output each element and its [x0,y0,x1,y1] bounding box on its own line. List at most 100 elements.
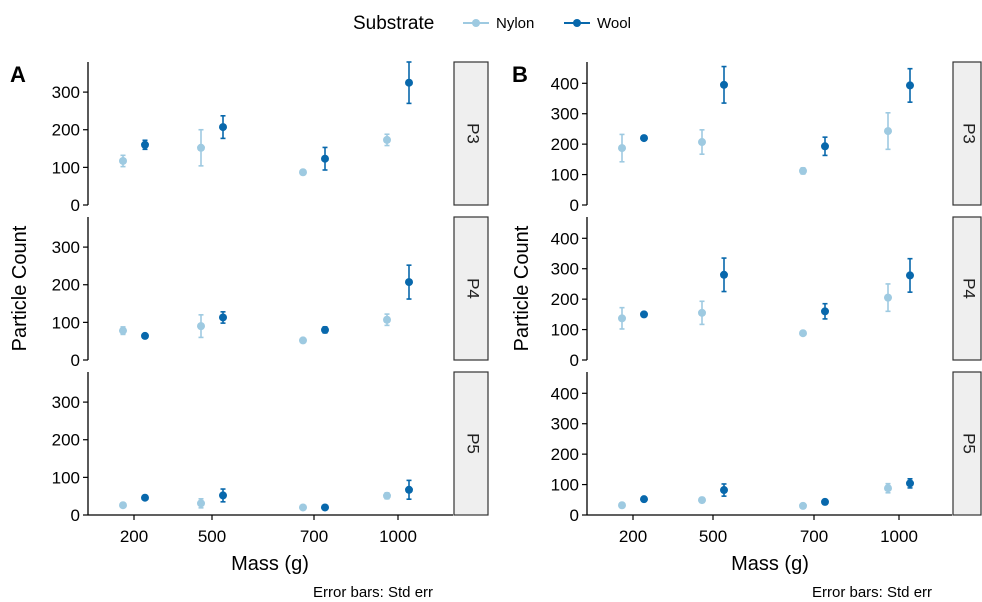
data-point-b-2-nylon-0 [618,501,626,510]
data-point-a-2-nylon-0 [119,501,127,510]
y-tick-label-b-0-4: 400 [551,74,579,93]
data-point-b-0-nylon-2 [799,166,807,175]
data-point-b-2-wool-2 [821,497,829,506]
data-point-b-2-nylon-1 [698,496,706,505]
chart-panel-a: A Particle Count P3 0 100 200 300 P4 0 100 200 300 P… [9,61,489,575]
facet-strip-label-a-2: P5 [464,433,483,454]
data-point-b-1-wool-3 [906,271,914,280]
chart-panel-b: B Particle Count P3 0 100 200 300 400 P4 0 100 200 3… [511,61,982,575]
y-tick-label-a-2-3: 300 [52,393,80,412]
y-tick-label-b-2-2: 200 [551,445,579,464]
data-point-a-1-wool-3 [405,278,413,287]
data-point-a-1-wool-1 [219,313,227,322]
x-tick-label-a-3: 1000 [379,527,417,546]
data-point-b-2-wool-1 [720,486,728,495]
data-point-a-1-wool-2 [321,325,329,334]
data-point-b-2-nylon-2 [799,501,807,510]
y-tick-label-b-0-3: 300 [551,105,579,124]
data-point-a-0-nylon-3 [383,135,391,144]
panel-label-a: A [10,62,26,87]
data-point-b-0-nylon-1 [698,138,706,147]
legend-label-wool: Wool [597,15,631,32]
data-point-b-2-wool-0 [640,495,648,504]
y-tick-label-b-1-3: 300 [551,260,579,279]
y-tick-label-b-0-1: 100 [551,166,579,185]
y-tick-label-b-2-0: 0 [570,506,579,525]
legend-item-wool: Wool [564,15,631,32]
data-point-a-2-wool-1 [219,491,227,500]
data-point-b-1-wool-2 [821,307,829,316]
data-point-b-0-wool-2 [821,142,829,151]
y-tick-label-b-1-4: 400 [551,229,579,248]
facet-strip-b-1 [952,216,982,361]
data-point-b-2-wool-3 [906,479,914,488]
data-point-b-1-nylon-1 [698,308,706,317]
y-tick-label-a-0-3: 300 [52,83,80,102]
legend-title: Substrate [353,13,434,34]
data-point-a-1-wool-0 [141,331,149,340]
y-tick-label-b-2-3: 300 [551,415,579,434]
y-tick-label-a-0-2: 200 [52,121,80,140]
y-tick-label-b-2-4: 400 [551,384,579,403]
chart-legend: Substrate Nylon Wool [353,13,631,34]
y-tick-label-a-2-1: 100 [52,468,80,487]
data-point-b-0-nylon-0 [618,144,626,153]
y-tick-label-a-1-3: 300 [52,238,80,257]
data-point-a-0-wool-0 [141,140,149,149]
facet-strip-label-a-0: P3 [464,123,483,144]
facet-strip-label-b-2: P5 [960,433,979,454]
facet-strip-label-b-1: P4 [960,278,979,299]
data-point-b-0-wool-1 [720,80,728,89]
data-point-b-1-nylon-2 [799,329,807,338]
facet-strip-label-b-0: P3 [960,123,979,144]
data-point-a-0-wool-2 [321,154,329,163]
facet-strip-a-1 [453,216,489,361]
x-axis-title-b: Mass (g) [731,553,809,575]
data-point-a-0-nylon-2 [299,168,307,177]
data-point-a-1-nylon-3 [383,315,391,324]
data-point-a-1-nylon-2 [299,336,307,345]
facet-strip-b-0 [952,61,982,206]
y-tick-label-a-2-2: 200 [52,431,80,450]
y-tick-label-a-0-0: 0 [71,196,80,215]
data-point-b-1-nylon-3 [884,293,892,302]
y-tick-label-b-1-2: 200 [551,290,579,309]
x-axis-title-a: Mass (g) [231,553,309,575]
x-tick-label-b-2: 700 [800,527,828,546]
x-tick-label-b-3: 1000 [880,527,918,546]
y-tick-label-a-1-2: 200 [52,276,80,295]
x-tick-label-b-1: 500 [699,527,727,546]
error-bar-caption-b: Error bars: Std err [812,584,933,601]
facet-strip-a-2 [453,371,489,516]
data-point-a-2-wool-2 [321,503,329,512]
data-point-a-0-nylon-0 [119,156,127,165]
data-point-b-1-wool-0 [640,310,648,319]
data-point-a-0-wool-1 [219,123,227,132]
facet-strip-a-0 [453,61,489,206]
facet-strip-label-a-1: P4 [464,278,483,299]
data-point-a-2-nylon-2 [299,503,307,512]
y-tick-label-b-0-2: 200 [551,135,579,154]
legend-item-nylon: Nylon [463,15,534,32]
data-point-b-1-nylon-0 [618,314,626,323]
data-point-b-0-wool-0 [640,134,648,143]
data-point-a-0-nylon-1 [197,143,205,152]
y-tick-label-b-1-1: 100 [551,321,579,340]
data-point-a-0-wool-3 [405,78,413,87]
y-axis-title-a: Particle Count [9,225,31,351]
data-point-a-1-nylon-1 [197,322,205,331]
data-point-b-2-nylon-3 [884,484,892,493]
data-point-a-1-nylon-0 [119,326,127,335]
x-tick-label-a-1: 500 [198,527,226,546]
data-point-a-2-wool-0 [141,493,149,502]
x-tick-label-a-0: 200 [120,527,148,546]
y-tick-label-b-1-0: 0 [570,351,579,370]
facet-strip-b-2 [952,371,982,516]
legend-label-nylon: Nylon [496,15,534,32]
data-point-a-2-nylon-3 [383,491,391,500]
y-tick-label-b-0-0: 0 [570,196,579,215]
x-tick-label-b-0: 200 [619,527,647,546]
data-point-b-0-nylon-3 [884,127,892,136]
x-tick-label-a-2: 700 [300,527,328,546]
data-point-a-2-wool-3 [405,485,413,494]
